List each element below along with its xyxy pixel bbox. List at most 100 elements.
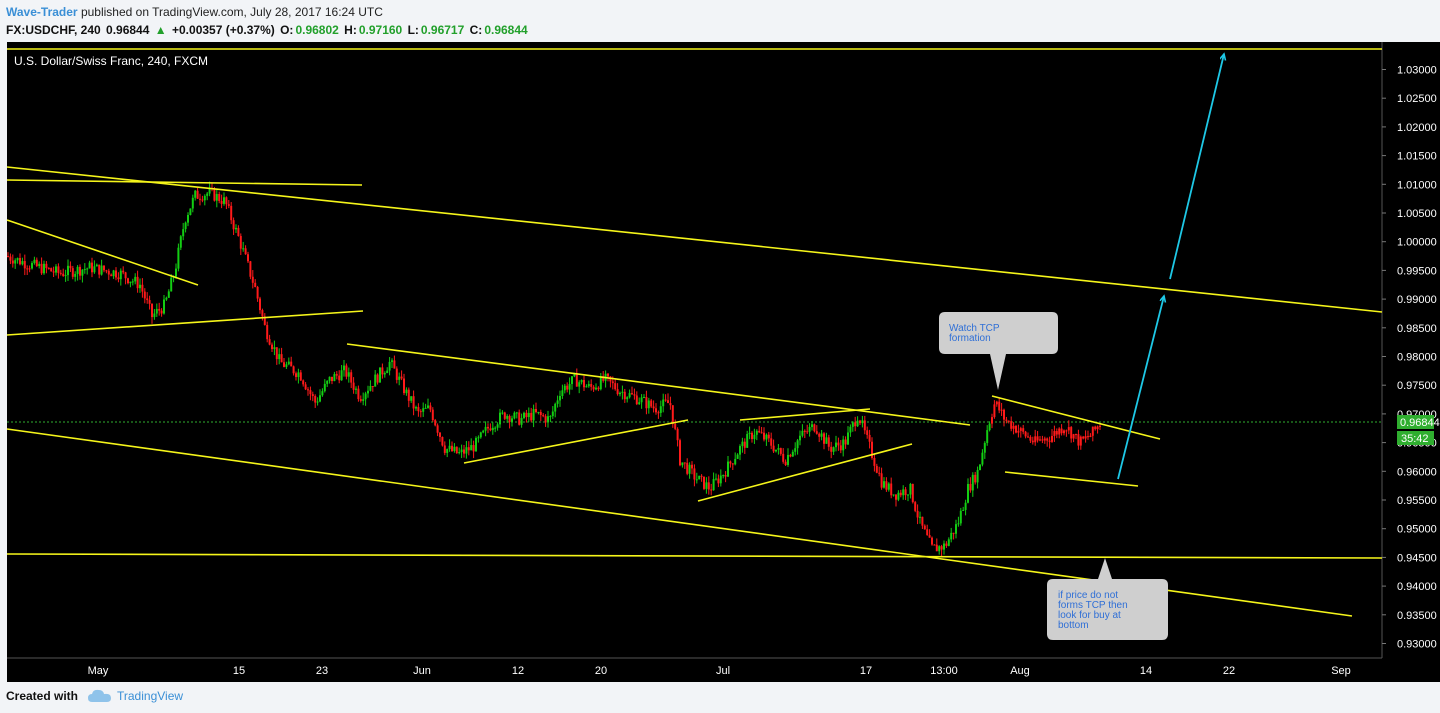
candle-body [542, 415, 545, 417]
last-price: 0.96844 [106, 23, 150, 37]
open-value: 0.96802 [295, 23, 339, 37]
candle-body [556, 400, 559, 404]
candle-body [602, 376, 605, 381]
candle-body [583, 380, 585, 388]
candle-body [945, 543, 948, 546]
callout-watch-tcp[interactable]: Watch TCP formation [939, 312, 1058, 390]
tradingview-link[interactable]: TradingView [117, 689, 184, 703]
candle-body [1070, 427, 1073, 439]
candle-body [971, 474, 974, 491]
trendline-june-down [346, 343, 971, 426]
candle-body [261, 310, 264, 317]
y-tick-label: 0.99500 [1397, 265, 1437, 277]
time-axis[interactable] [7, 658, 1440, 682]
candle-body [460, 449, 463, 453]
candle-body [988, 423, 991, 431]
candle-body [571, 376, 573, 384]
candle-body [491, 427, 494, 431]
candle-body [652, 406, 655, 409]
callout-buy-bottom[interactable]: if price do not forms TCP then look for … [1047, 558, 1168, 640]
candle-body [623, 391, 626, 400]
candle-body [93, 266, 96, 273]
candle-body [1019, 428, 1022, 431]
candle-body [844, 439, 847, 445]
candle-body [580, 380, 583, 383]
candle-body [352, 382, 355, 390]
trendlines [6, 48, 1383, 617]
candle-body [806, 431, 809, 433]
candle-body [916, 510, 919, 518]
candle-body [645, 397, 648, 409]
candle-body [751, 432, 753, 440]
candle-body [914, 502, 917, 511]
x-tick-label: 23 [316, 665, 328, 677]
quote-line: FX:USDCHF, 240 0.96844 ▲ +0.00357 (+0.37… [6, 23, 530, 37]
candle-body [921, 516, 924, 526]
candle-body [799, 435, 801, 441]
candle-body [477, 437, 480, 439]
candle-body [1099, 425, 1101, 427]
candle-body [273, 347, 276, 350]
candle-body [765, 434, 768, 440]
svg-text:35:42: 35:42 [1401, 433, 1429, 445]
candle-body [707, 482, 710, 490]
price-chart[interactable]: 1.03000 1.02500 1.02000 1.01500 1.01000 1.005… [0, 42, 1440, 682]
candle-body [38, 263, 41, 267]
candle-body [911, 483, 914, 503]
candle-body [895, 494, 897, 500]
candle-body [849, 426, 852, 433]
candle-body [547, 416, 549, 423]
candle-body [1017, 430, 1020, 433]
candle-body [280, 354, 283, 363]
candle-body [139, 284, 141, 289]
candle-body [995, 401, 998, 405]
candle-body [590, 384, 593, 387]
candle-body [398, 376, 401, 380]
y-tick-label: 0.99000 [1397, 294, 1437, 306]
candle-body [813, 424, 816, 432]
candle-body [1096, 426, 1099, 430]
candle-body [683, 462, 686, 464]
candle-body [376, 374, 379, 383]
candle-body [1055, 431, 1058, 435]
candle-body [35, 259, 38, 267]
author-link[interactable]: Wave-Trader [6, 5, 78, 19]
candle-body [688, 464, 691, 474]
x-tick-label: Jul [716, 665, 730, 677]
candle-body [1087, 436, 1089, 438]
candle-body [859, 420, 861, 424]
candle-body [837, 442, 840, 446]
candle-body [189, 208, 192, 216]
candle-body [830, 446, 833, 452]
callout-text-2c: look for buy at [1058, 610, 1121, 621]
candle-body [256, 286, 259, 299]
candle-body [710, 489, 713, 491]
candle-body [232, 220, 235, 230]
candle-body [201, 199, 204, 201]
candle-body [67, 265, 69, 276]
candle-body [880, 473, 883, 488]
candle-body [1077, 434, 1080, 446]
candle-body [1024, 431, 1027, 437]
candle-body [741, 441, 744, 447]
candle-body [818, 433, 821, 437]
price-change: +0.00357 (+0.37%) [172, 23, 275, 37]
candle-body [424, 407, 427, 409]
price-axis[interactable] [1382, 42, 1440, 658]
candle-body [350, 372, 353, 383]
candle-body [395, 368, 398, 380]
trendline-july-up [697, 443, 913, 502]
candle-body [45, 263, 48, 269]
candle-body [515, 412, 518, 414]
low-label: L: [407, 23, 419, 37]
x-tick-label: Sep [1331, 665, 1351, 677]
candle-body [551, 411, 554, 417]
candle-body [191, 197, 194, 209]
candle-body [484, 426, 487, 431]
candle-body [107, 270, 110, 275]
tradingview-cloud-icon[interactable] [88, 689, 112, 706]
candle-body [923, 525, 926, 530]
candle-body [105, 270, 108, 272]
candle-body [304, 384, 307, 390]
candle-body [1089, 435, 1092, 437]
